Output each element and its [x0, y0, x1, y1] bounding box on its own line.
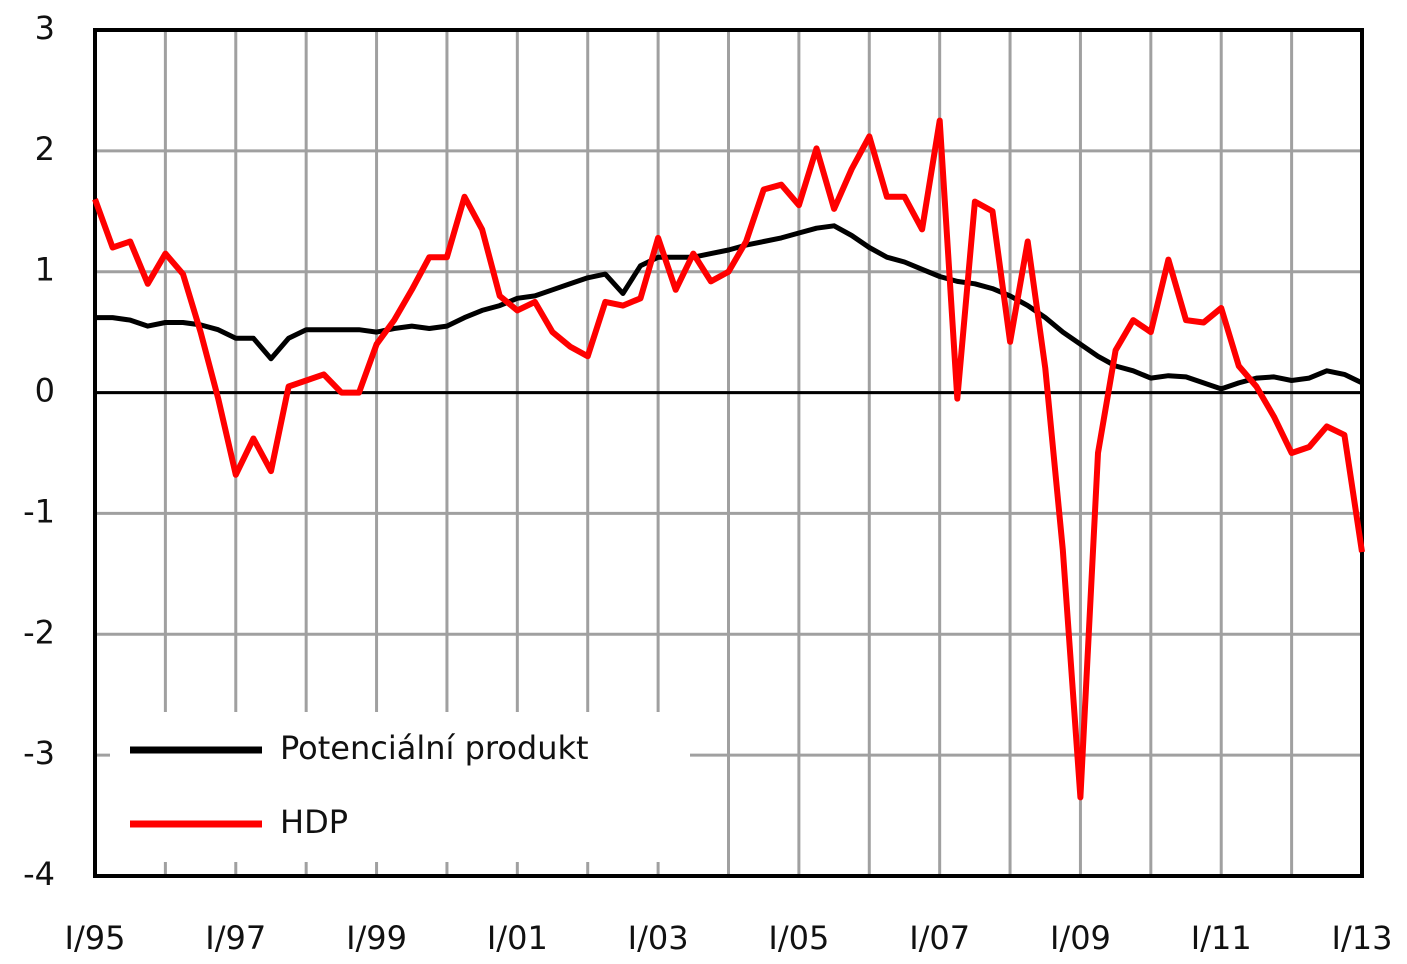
x-tick-label: I/01 [487, 919, 548, 957]
x-tick-label: I/05 [768, 919, 829, 957]
x-tick-label: I/95 [65, 919, 126, 957]
y-tick-label: -3 [23, 734, 55, 772]
series-line [92, 117, 1365, 801]
x-tick-label: I/97 [205, 919, 266, 957]
x-tick-label: I/03 [628, 919, 689, 957]
legend-label: HDP [280, 803, 348, 841]
x-tick-label: I/09 [1050, 919, 1111, 957]
plot-frame [93, 28, 1364, 878]
y-tick-label: 0 [35, 372, 55, 410]
y-tick-label: -2 [23, 613, 55, 651]
x-tick-label: I/07 [909, 919, 970, 957]
series-line [95, 223, 1364, 392]
y-tick-label: 1 [35, 251, 55, 289]
y-tick-label: 2 [35, 130, 55, 168]
y-tick-label: 3 [35, 9, 55, 47]
x-tick-label: I/13 [1332, 919, 1393, 957]
y-tick-label: -4 [23, 855, 55, 893]
x-tick-label: I/99 [346, 919, 407, 957]
y-tick-label: -1 [23, 492, 55, 530]
legend-box [110, 712, 690, 862]
legend-label: Potenciální produkt [280, 729, 589, 767]
x-tick-label: I/11 [1191, 919, 1252, 957]
